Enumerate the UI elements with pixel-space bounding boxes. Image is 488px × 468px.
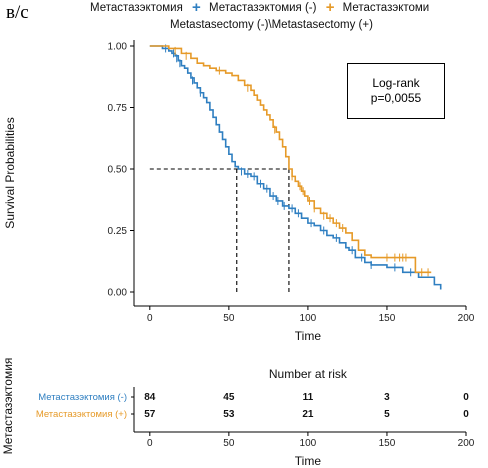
risk-value: 45 bbox=[223, 392, 235, 403]
y-tick-label: 0.75 bbox=[108, 103, 128, 114]
x-tick-label: 50 bbox=[223, 313, 235, 324]
legend-marker-plus: + bbox=[325, 1, 335, 16]
risk-value: 3 bbox=[384, 392, 390, 403]
risk-value: 5 bbox=[384, 409, 390, 420]
survival-curve-1 bbox=[149, 45, 432, 274]
risk-x-tick-label: 0 bbox=[147, 438, 153, 449]
y-tick-label: 0.00 bbox=[108, 288, 128, 299]
legend: Метастазэктомия + Метастазэктомия (-) + … bbox=[90, 1, 488, 17]
x-tick-label: 200 bbox=[458, 313, 475, 324]
risk-row-label: Метастазэктомия (+) bbox=[36, 409, 127, 420]
panel-label: в/с bbox=[6, 2, 29, 23]
risk-value: 11 bbox=[303, 392, 314, 403]
legend-subtitle: Metastasectomy (-)\Metastasectomy (+) bbox=[170, 19, 373, 31]
risk-table-title: Number at risk bbox=[269, 367, 348, 381]
x-tick-label: 150 bbox=[379, 313, 396, 324]
x-tick-label: 0 bbox=[147, 313, 153, 324]
legend-title: Метастазэктомия bbox=[90, 2, 183, 14]
risk-value: 21 bbox=[302, 409, 314, 420]
risk-value: 53 bbox=[223, 409, 235, 420]
risk-value: 84 bbox=[144, 392, 156, 403]
logrank-label: Log-rank bbox=[372, 76, 420, 90]
risk-value: 57 bbox=[144, 409, 156, 420]
y-tick-label: 0.25 bbox=[108, 226, 128, 237]
risk-x-tick-label: 150 bbox=[379, 438, 396, 449]
logrank-annotation-box: Log-rank p=0,0055 bbox=[347, 63, 445, 119]
risk-value: 0 bbox=[463, 392, 469, 403]
legend-marker-minus: + bbox=[192, 1, 201, 16]
logrank-p-value: p=0,0055 bbox=[370, 91, 422, 105]
x-axis-title: Time bbox=[295, 329, 322, 343]
survival-curve-0 bbox=[149, 45, 442, 290]
x-tick-label: 100 bbox=[300, 313, 317, 324]
y-axis-title: Survival Probabilities bbox=[3, 117, 17, 228]
risk-x-tick-label: 50 bbox=[223, 438, 235, 449]
risk-x-tick-label: 100 bbox=[300, 438, 317, 449]
risk-x-axis-title: Time bbox=[295, 454, 322, 468]
risk-row-label: Метастазэктомия (-) bbox=[38, 392, 127, 403]
y-tick-label: 1.00 bbox=[108, 42, 128, 53]
risk-table-strata-label: Метастазэктомия bbox=[1, 358, 15, 455]
risk-value: 0 bbox=[463, 409, 469, 420]
risk-x-tick-label: 200 bbox=[458, 438, 475, 449]
y-tick-label: 0.50 bbox=[108, 165, 128, 176]
legend-label-minus: Метастазэктомия (-) bbox=[208, 2, 317, 14]
legend-label-plus: Метастазэктоми bbox=[342, 2, 430, 14]
